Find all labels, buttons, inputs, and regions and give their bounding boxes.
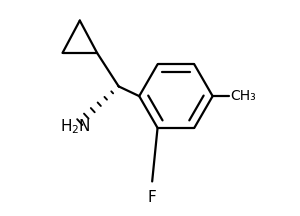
Text: CH₃: CH₃ — [230, 89, 256, 103]
Text: F: F — [148, 190, 157, 205]
Text: H$_2$N: H$_2$N — [60, 117, 91, 136]
